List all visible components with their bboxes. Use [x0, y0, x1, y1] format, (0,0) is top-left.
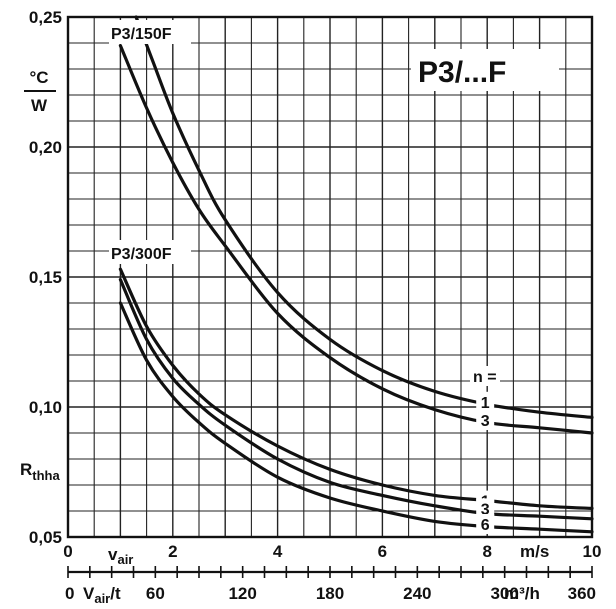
group-label-box-2 [109, 240, 191, 264]
x-axis-unit: m/s [520, 542, 549, 561]
flow-axis-label-main: V [83, 584, 95, 603]
series-label-bg [476, 498, 495, 519]
flow-tick-label: 0 [65, 584, 74, 603]
x-tick-label: 8 [482, 542, 491, 561]
y-unit-box [20, 60, 60, 116]
x-axis-label-main: v [108, 545, 118, 564]
series-label-n: 3 [481, 501, 490, 518]
series-label-n: 3 [481, 413, 490, 430]
series-label-bg [476, 391, 495, 412]
x-axis-label-sub: air [117, 552, 133, 567]
y-tick-label: 0,15 [29, 268, 62, 287]
series-label-bg [476, 410, 495, 430]
flow-axis-unit: m³/h [504, 584, 540, 603]
y-tick-label: 0,25 [29, 8, 62, 27]
legend-header-box [470, 366, 500, 386]
series-label-n: 1 [481, 395, 490, 412]
flow-tick-label: 360 [568, 584, 596, 603]
x-tick-label: 6 [378, 542, 387, 561]
flow-axis-label: Vair/t [83, 584, 121, 606]
y-tick-label: 0,10 [29, 398, 62, 417]
flow-tick-label: 240 [403, 584, 431, 603]
y-unit-denominator: W [31, 96, 48, 115]
x-tick-label: 10 [583, 542, 602, 561]
flow-tick-label: 60 [146, 584, 165, 603]
chart-grid [68, 17, 592, 537]
flow-tick-label: 300 [490, 584, 518, 603]
series-labels: 13136 [476, 391, 495, 534]
chart-title: P3/...F [418, 56, 506, 89]
flow-axis: 0 60 120 180 240 300 360 [65, 566, 596, 603]
x-tick-label: 0 [63, 542, 72, 561]
y-axis-label-sub: thha [32, 468, 60, 483]
y-tick-label: 0,05 [29, 528, 62, 547]
y-axis-label-main: R [20, 460, 32, 479]
group-label-box-1 [109, 20, 191, 44]
flow-tick-label: 180 [316, 584, 344, 603]
y-tick-labels: 0,05 0,10 0,15 0,20 0,25 [29, 8, 62, 547]
group-label-p3-300f: P3/300F [111, 246, 172, 263]
flow-axis-label-suffix: /t [110, 584, 121, 603]
legend-header: n = [473, 369, 497, 386]
x-tick-labels: 0 2 4 6 8 10 [63, 542, 601, 561]
y-tick-label: 0,20 [29, 138, 62, 157]
plot-frame [66, 15, 594, 539]
y-axis-label: Rthha [20, 460, 60, 483]
y-unit-numerator: °C [29, 68, 48, 87]
x-axis-label: vair [108, 545, 133, 567]
flow-tick-label: 120 [228, 584, 256, 603]
flow-axis-label-sub: air [94, 591, 110, 606]
title-box [411, 49, 559, 91]
group-label-p3-150f: P3/150F [111, 26, 172, 43]
series-label-bg [476, 514, 495, 534]
x-tick-label: 4 [273, 542, 283, 561]
series-label-n: 6 [481, 517, 490, 534]
x-tick-label: 2 [168, 542, 177, 561]
